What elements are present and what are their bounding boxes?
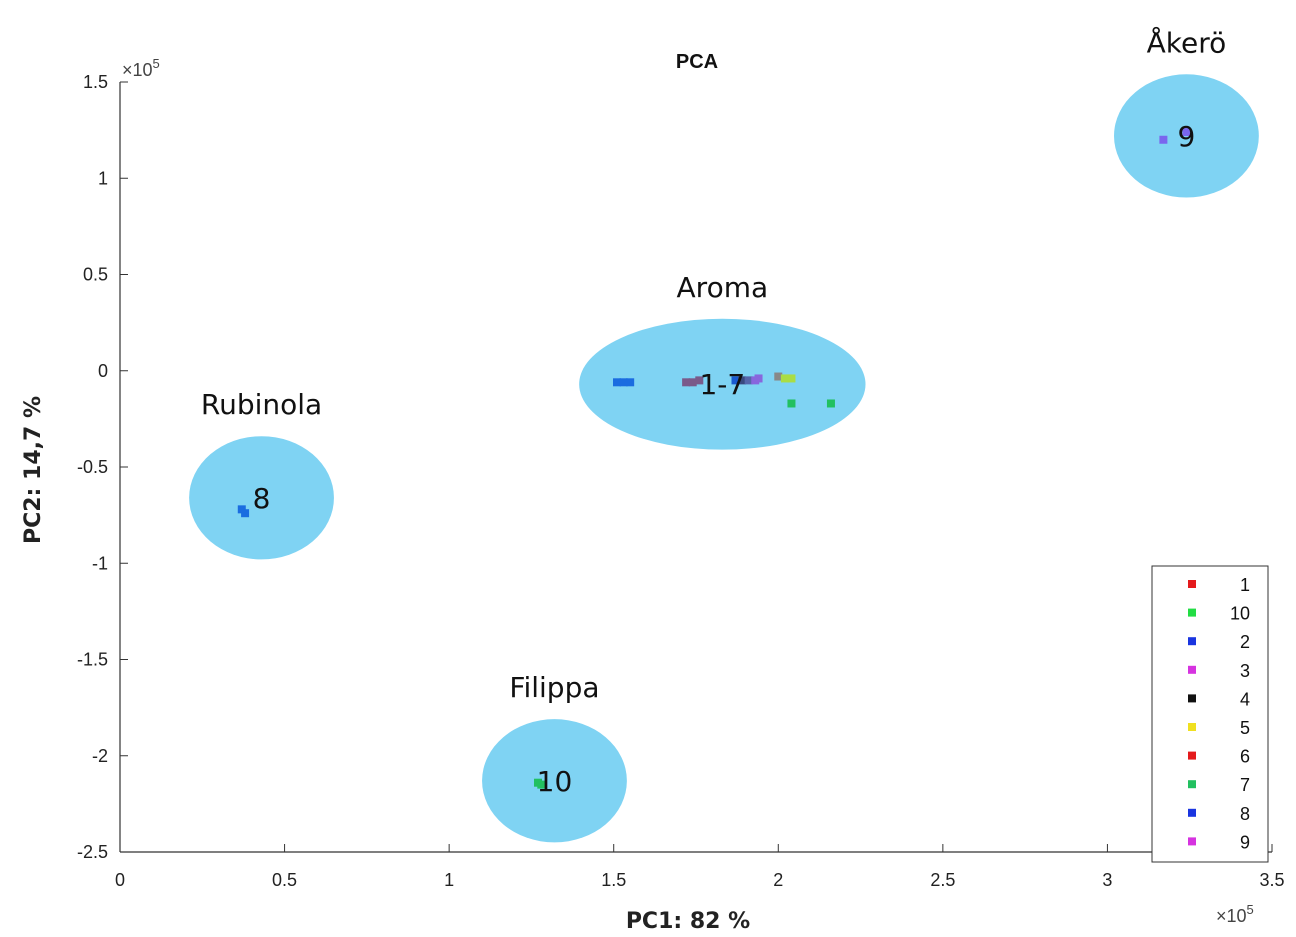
x-tick-label: 1.5 xyxy=(601,870,626,890)
legend-swatch xyxy=(1188,637,1196,646)
data-point xyxy=(688,378,697,387)
data-point xyxy=(744,376,753,385)
x-tick-label: 1 xyxy=(444,870,454,890)
cluster-ellipse-8 xyxy=(189,436,334,560)
data-points xyxy=(237,128,1191,789)
data-point xyxy=(613,378,622,387)
x-tick-label: 2 xyxy=(773,870,783,890)
x-axis-title: PC1: 82 % xyxy=(626,909,750,934)
cluster-ellipse-1-7 xyxy=(579,318,866,450)
y-tick-label: -1.5 xyxy=(77,650,108,670)
legend-label: 7 xyxy=(1240,775,1250,795)
cluster-name-label: Aroma xyxy=(677,271,769,304)
chart-title: PCA xyxy=(676,51,718,73)
data-point xyxy=(754,374,763,383)
x-tick-label: 3 xyxy=(1102,870,1112,890)
data-point xyxy=(774,372,783,381)
legend-swatch xyxy=(1188,837,1196,846)
cluster-number-label: 10 xyxy=(537,765,573,798)
x-tick-label: 2.5 xyxy=(930,870,955,890)
legend-swatch xyxy=(1188,808,1196,817)
y-multiplier-base: ×10 xyxy=(122,60,153,80)
data-point xyxy=(787,399,796,408)
y-multiplier: ×105 xyxy=(122,56,160,80)
cluster-ellipses xyxy=(189,74,1259,843)
cluster-name-label: Filippa xyxy=(509,671,599,704)
legend-label: 8 xyxy=(1240,804,1250,824)
legend-label: 4 xyxy=(1240,689,1250,709)
legend-swatch xyxy=(1188,751,1196,760)
cluster-name-label: Rubinola xyxy=(201,388,322,421)
x-multiplier: ×105 xyxy=(1216,902,1254,926)
data-point xyxy=(826,399,835,408)
x-tick-label: 0.5 xyxy=(272,870,297,890)
data-point xyxy=(537,780,546,789)
axes: 0 0.5 1 1.5 2 2.5 3 3.5 1.5 1 0.5 0 -0.5 -1 -1.5 -2 -2.5 xyxy=(77,72,1285,890)
cluster-number-label: 1-7 xyxy=(699,368,745,401)
y-tick-label: 0.5 xyxy=(83,265,108,285)
y-tick-label: -2 xyxy=(92,746,108,766)
legend-swatch xyxy=(1188,723,1196,731)
legend-label: 1 xyxy=(1240,575,1250,595)
cluster-ellipse-10 xyxy=(482,719,627,843)
data-point xyxy=(241,509,250,518)
y-tick-label: -0.5 xyxy=(77,457,108,477)
cluster-name-label: Åkerö xyxy=(1147,25,1227,59)
y-axis-title: PC2: 14,7 % xyxy=(21,396,46,544)
y-tick-label: 0 xyxy=(98,361,108,381)
legend-label: 10 xyxy=(1230,604,1250,624)
cluster-labels: 1-7 Aroma 8 Rubinola 10 Filippa 9 Åkerö xyxy=(201,25,1226,797)
legend-swatch xyxy=(1188,580,1196,588)
data-point xyxy=(738,376,747,385)
data-point xyxy=(787,374,796,383)
data-point xyxy=(619,378,628,387)
data-point xyxy=(1182,128,1191,137)
y-tick-label: -1 xyxy=(92,553,108,573)
data-point xyxy=(1159,135,1168,144)
legend-label: 9 xyxy=(1240,832,1250,852)
cluster-number-label: 8 xyxy=(253,482,271,515)
data-point xyxy=(682,378,691,387)
legend-swatch xyxy=(1188,665,1196,674)
x-multiplier-base: ×10 xyxy=(1216,906,1247,926)
data-point xyxy=(626,378,635,387)
legend-label: 3 xyxy=(1240,661,1250,681)
data-point xyxy=(695,376,704,385)
x-tick-label: 0 xyxy=(115,870,125,890)
data-point xyxy=(731,376,740,385)
x-tick-label: 3.5 xyxy=(1259,870,1284,890)
y-tick-label: 1.5 xyxy=(83,72,108,92)
legend-swatch xyxy=(1188,780,1196,789)
legend-label: 6 xyxy=(1240,747,1250,767)
legend: 1 10 2 3 4 5 6 7 8 9 xyxy=(1151,565,1269,863)
data-point xyxy=(780,374,789,383)
y-tick-label: 1 xyxy=(98,168,108,188)
x-multiplier-exp: 5 xyxy=(1247,902,1254,917)
legend-box xyxy=(1151,565,1269,863)
cluster-number-label: 9 xyxy=(1178,120,1196,153)
legend-label: 5 xyxy=(1240,718,1250,738)
legend-label: 2 xyxy=(1240,632,1250,652)
y-tick-label: -2.5 xyxy=(77,842,108,862)
legend-swatch xyxy=(1188,608,1196,617)
legend-swatch xyxy=(1188,694,1196,703)
y-multiplier-exp: 5 xyxy=(153,56,160,71)
